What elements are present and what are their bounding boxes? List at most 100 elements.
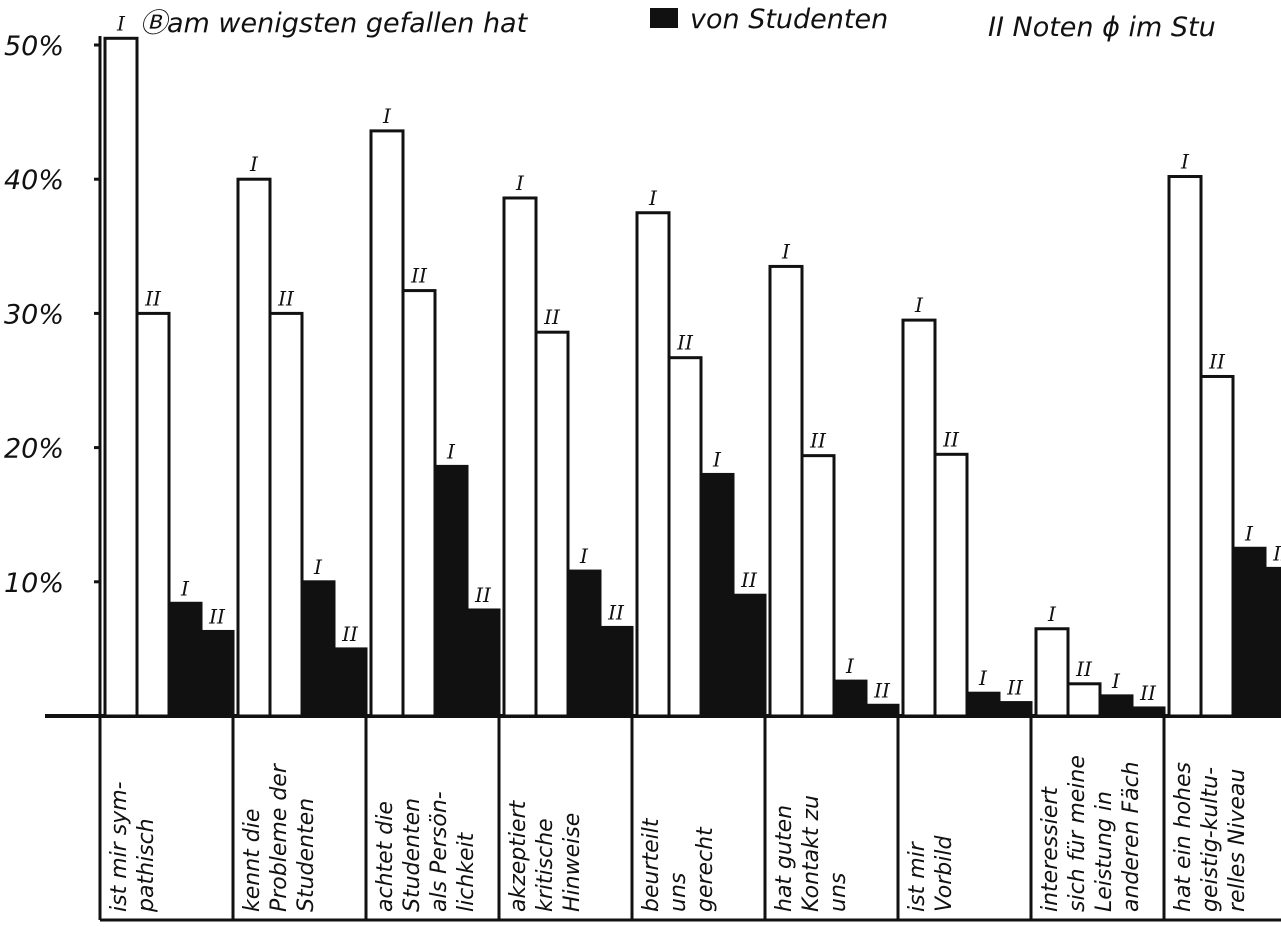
bar-label: II — [740, 568, 758, 592]
bar-label: II — [607, 600, 625, 624]
bar — [768, 264, 804, 718]
bar — [502, 196, 538, 718]
x-tick-label: Vorbild — [932, 835, 957, 912]
bar — [332, 647, 368, 718]
bar — [167, 601, 203, 718]
bar — [465, 608, 501, 718]
bar-label: I — [1047, 602, 1057, 626]
bar — [135, 311, 171, 718]
x-tick-label: Studenten — [400, 798, 425, 912]
y-tick-label: 50% — [4, 31, 64, 62]
bar-label: I — [180, 576, 190, 600]
bar-label: II — [341, 622, 359, 646]
bar — [1034, 627, 1070, 718]
x-tick-label: uns — [666, 873, 691, 912]
bar-label: II — [543, 305, 561, 329]
x-tick-label: hat guten — [772, 805, 797, 912]
bar — [1066, 682, 1102, 718]
x-tick-label: Leistung in — [1092, 791, 1117, 912]
bar — [534, 330, 570, 718]
bar — [598, 625, 634, 718]
x-tick-label: hat ein hohes — [1171, 762, 1196, 912]
bar-label: I — [446, 439, 456, 463]
x-tick-label: kritische — [533, 818, 558, 912]
bar — [433, 464, 469, 718]
bar-label: II — [277, 286, 295, 310]
x-tick-label: uns — [826, 873, 851, 912]
bar-label: II — [410, 264, 428, 288]
bar — [699, 472, 735, 718]
x-tick-label: anderen Fäch — [1119, 761, 1144, 912]
x-tick-label: beurteilt — [639, 817, 664, 912]
bar — [1263, 566, 1281, 718]
bar-label: I — [1244, 521, 1254, 545]
bar-label: II — [1075, 657, 1093, 681]
y-tick-label: 10% — [4, 568, 64, 599]
header-text: Ⓑam wenigsten gefallen hat — [140, 8, 529, 39]
bar — [997, 701, 1033, 718]
bar — [1199, 374, 1235, 718]
y-tick-label: 40% — [4, 165, 64, 196]
bar — [268, 311, 304, 718]
x-tick-label: ist mir — [905, 840, 930, 912]
x-tick-label: ist mir sym- — [107, 781, 132, 912]
bar-label: I — [978, 666, 988, 690]
bar-label: II — [1006, 676, 1024, 700]
x-tick-label: Hinweise — [560, 813, 585, 912]
bar — [236, 177, 272, 718]
bar-label: I — [845, 654, 855, 678]
bar-label: II — [809, 429, 827, 453]
bar-label: II — [144, 286, 162, 310]
bar-label: I — [382, 104, 392, 128]
bar-label: I — [579, 544, 589, 568]
x-tick-label: relles Niveau — [1225, 769, 1250, 912]
x-tick-label: Kontakt zu — [799, 795, 824, 912]
x-tick-label: pathisch — [134, 818, 159, 913]
bar-label: II — [1208, 349, 1226, 373]
bar-label: II — [873, 678, 891, 702]
bar-label: II — [474, 583, 492, 607]
x-tick-label: akzeptiert — [506, 799, 531, 912]
bar — [901, 318, 937, 718]
bar-label: I — [648, 186, 658, 210]
bar-label: I — [313, 555, 323, 579]
bar-label: I — [712, 447, 722, 471]
bar — [933, 452, 969, 718]
legend-swatch — [650, 8, 678, 28]
x-tick-label: sich für meine — [1065, 755, 1090, 912]
bar — [864, 703, 900, 718]
bar — [965, 691, 1001, 718]
bar-label: I — [781, 239, 791, 263]
x-tick-label: als Persön- — [427, 791, 452, 912]
bar — [635, 211, 671, 718]
bar — [832, 679, 868, 718]
bar — [401, 289, 437, 718]
x-tick-label: Studenten — [294, 798, 319, 912]
bar-label: II — [942, 427, 960, 451]
y-tick-label: 20% — [4, 434, 64, 465]
x-tick-label: lichkeit — [454, 831, 479, 912]
bar-label: II — [1272, 541, 1281, 565]
bar-label: I — [1180, 150, 1190, 174]
bar — [800, 454, 836, 718]
bar-label: I — [249, 152, 259, 176]
bar-label: I — [515, 171, 525, 195]
bar — [1167, 175, 1203, 718]
bar — [566, 569, 602, 718]
bar — [731, 593, 767, 718]
bar-label: I — [914, 293, 924, 317]
bar-label: I — [116, 11, 126, 35]
bar — [667, 356, 703, 718]
header-text: von Studenten — [690, 4, 888, 35]
bar-label: II — [208, 604, 226, 628]
x-tick-label: achtet die — [373, 801, 398, 912]
x-tick-label: interessiert — [1038, 786, 1063, 912]
x-tick-label: Probleme der — [267, 762, 292, 912]
bar-label: I — [1111, 669, 1121, 693]
bar-label: II — [1139, 681, 1157, 705]
bar — [1098, 694, 1134, 718]
x-tick-label: gerecht — [693, 826, 718, 912]
bar — [369, 129, 405, 718]
x-tick-label: geistig-kultu- — [1198, 767, 1223, 912]
